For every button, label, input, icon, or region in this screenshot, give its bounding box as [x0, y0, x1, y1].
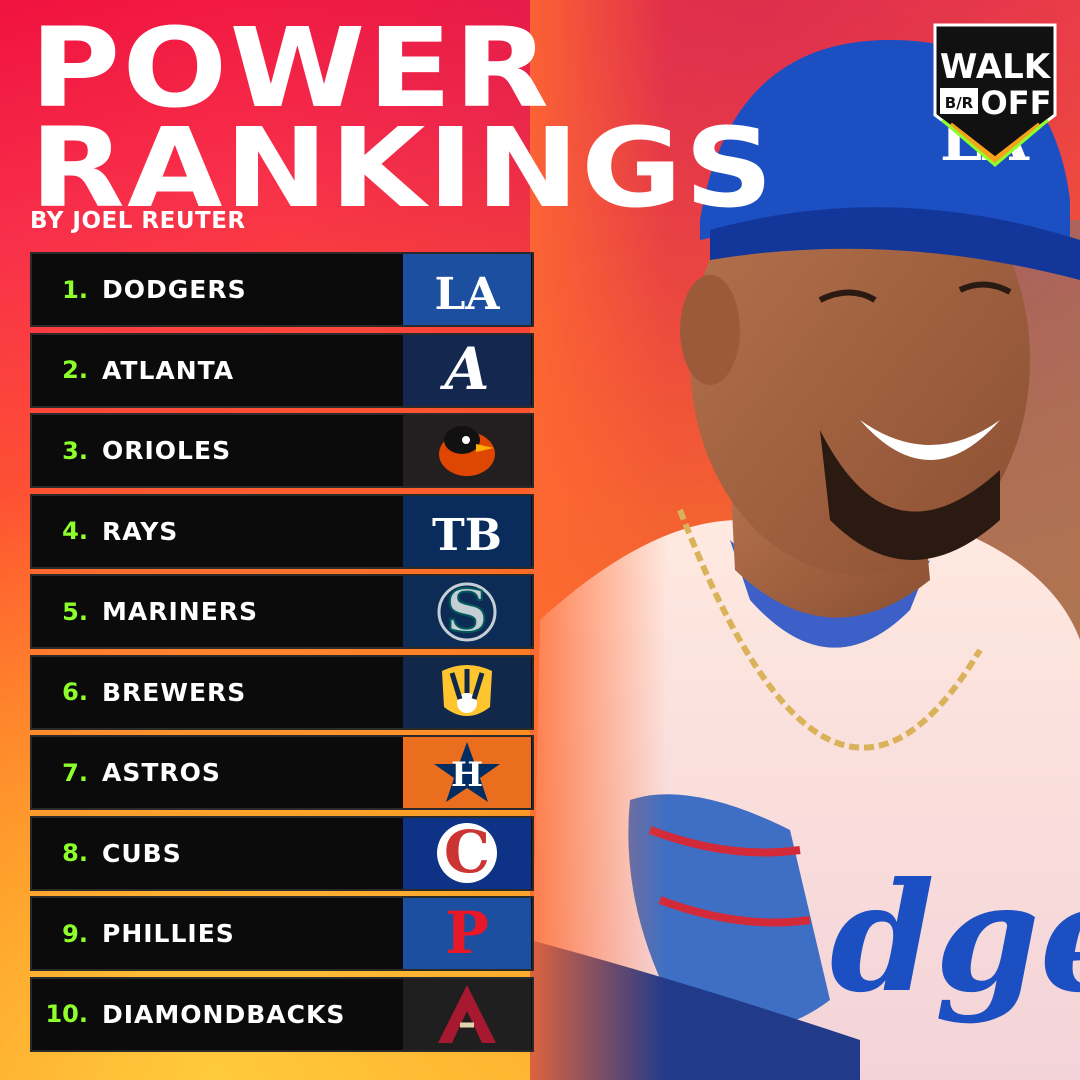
oriole-bird-logo [403, 415, 531, 486]
team-name: BREWERS [102, 677, 247, 707]
la-logo: LA [403, 254, 531, 325]
braves-a-logo: A [403, 334, 531, 406]
rank-number: 10. [45, 1000, 88, 1028]
tb-logo: TB [403, 495, 531, 567]
rank-number: 2. [62, 356, 88, 384]
team-name: CUBS [102, 838, 182, 868]
team-name: ASTROS [102, 758, 221, 787]
team-name: ATLANTA [102, 355, 235, 385]
ranking-row: 2. ATLANTA A [30, 332, 534, 408]
mariners-s-logo: S [403, 576, 531, 647]
ranking-row: 7. ASTROS H [30, 735, 534, 810]
ranking-row: 6. BREWERS [30, 654, 534, 730]
astros-star-logo: H [403, 737, 531, 808]
team-name: PHILLIES [102, 919, 235, 948]
phillies-p-logo: P [403, 898, 531, 969]
rank-number: 1. [62, 275, 88, 304]
title-line-2: RANKINGS [30, 104, 776, 232]
player-photo: LA dge [530, 0, 1080, 1080]
rankings-list: 1. DODGERS LA 2. ATLANTA A 3. ORIOLES 4. RAYS TB 5.… [30, 252, 534, 1057]
svg-text:S: S [446, 579, 488, 645]
team-name: DIAMONDBACKS [102, 999, 346, 1029]
title-line-1: POWER [30, 4, 552, 132]
cubs-c-logo: C [403, 817, 531, 889]
svg-text:LA: LA [434, 269, 500, 320]
brewers-glove-logo [403, 656, 531, 728]
ranking-row: 4. RAYS TB [30, 493, 534, 569]
svg-text:H: H [451, 755, 483, 795]
rank-number: 9. [62, 919, 88, 948]
svg-text:WALK: WALK [940, 47, 1052, 87]
rank-number: 5. [62, 597, 88, 626]
rank-number: 7. [62, 758, 88, 787]
rank-number: 8. [62, 839, 88, 867]
svg-text:P: P [445, 901, 489, 967]
ranking-row: 8. CUBS C [30, 815, 534, 891]
ranking-row: 3. ORIOLES [30, 413, 534, 488]
svg-text:OFF: OFF [981, 84, 1052, 122]
team-name: DODGERS [102, 275, 247, 304]
byline: BY JOEL REUTER [30, 208, 246, 234]
dbacks-a-logo [403, 978, 531, 1050]
svg-text:C: C [444, 820, 490, 886]
svg-text:A: A [439, 337, 489, 403]
team-name: MARINERS [102, 597, 259, 626]
ranking-row: 10. DIAMONDBACKS [30, 976, 534, 1052]
ranking-row: 5. MARINERS S [30, 574, 534, 649]
ranking-row: 1. DODGERS LA [30, 252, 534, 327]
svg-text:B/R: B/R [945, 94, 974, 112]
team-name: RAYS [102, 516, 179, 546]
svg-text:TB: TB [432, 510, 502, 561]
walk-off-logo: WALK B/R OFF [933, 23, 1057, 167]
rank-number: 6. [62, 678, 88, 706]
rank-number: 3. [62, 436, 88, 465]
ranking-row: 9. PHILLIES P [30, 896, 534, 971]
team-name: ORIOLES [102, 436, 232, 465]
rank-number: 4. [62, 517, 88, 545]
